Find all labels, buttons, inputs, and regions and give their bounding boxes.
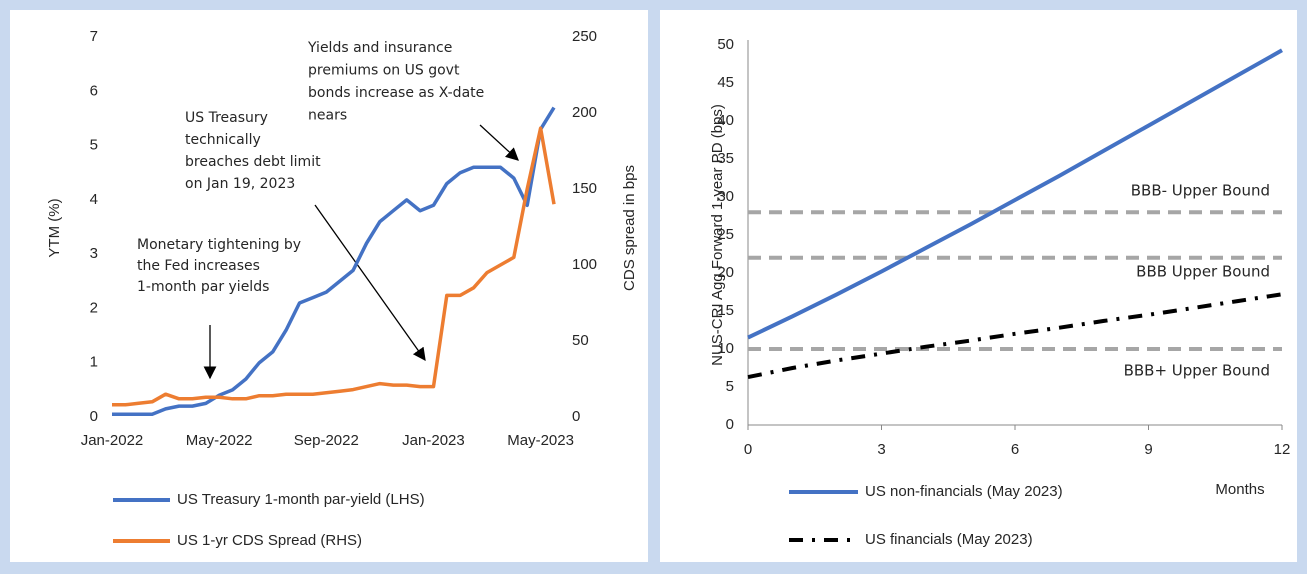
series-line	[747, 292, 1283, 380]
x-tick-label: Jan-2023	[402, 432, 465, 449]
x-tick-label: Jan-2022	[81, 432, 144, 449]
legend-label: US non-financials (May 2023)	[865, 483, 1063, 500]
annotation: bonds increase as X-date	[308, 85, 484, 101]
legend-label: US 1-yr CDS Spread (RHS)	[177, 532, 362, 549]
annotation: US Treasury	[185, 110, 268, 126]
y-tick-label: 2	[90, 299, 98, 316]
annotation: breaches debt limit	[185, 154, 321, 170]
x-tick-label: 0	[744, 441, 752, 458]
x-tick-label: 12	[1274, 441, 1291, 458]
y-tick-label: 45	[717, 74, 734, 91]
annotation: premiums on US govt	[308, 63, 460, 79]
y-tick-label: 25	[717, 226, 734, 243]
annotation: on Jan 19, 2023	[185, 176, 295, 192]
reference-label: BBB+ Upper Bound	[1124, 362, 1270, 380]
y-tick-label: 35	[717, 150, 734, 167]
y-tick-label: 6	[90, 82, 98, 99]
annotation-arrow	[479, 124, 519, 161]
y2-tick-label: 200	[572, 104, 597, 121]
y-tick-label: 10	[717, 340, 734, 357]
x-axis-label: Months	[1215, 481, 1264, 498]
annotation: Yields and insurance	[307, 40, 452, 56]
y2-tick-label: 100	[572, 256, 597, 273]
x-tick-label: May-2022	[186, 432, 253, 449]
right-panel	[660, 10, 1297, 562]
x-tick-label: 9	[1144, 441, 1152, 458]
legend-label: US financials (May 2023)	[865, 531, 1033, 548]
y-tick-label: 30	[717, 188, 734, 205]
y-tick-label: 40	[717, 112, 734, 129]
x-tick-label: 6	[1011, 441, 1019, 458]
annotation: the Fed increases	[137, 258, 260, 274]
y-axis-label: NUS-CRI Agg Forward 1-year PD (bps)	[709, 104, 726, 366]
y-tick-label: 1	[90, 354, 98, 371]
y-tick-label: 50	[717, 36, 734, 53]
x-tick-label: Sep-2022	[294, 432, 359, 449]
reference-label: BBB Upper Bound	[1136, 262, 1270, 280]
y-tick-label: 4	[90, 191, 98, 208]
y-tick-label: 7	[90, 28, 98, 45]
y2-tick-label: 0	[572, 408, 580, 425]
x-tick-label: 3	[877, 441, 885, 458]
annotation: Monetary tightening by	[137, 237, 301, 253]
y-tick-label: 5	[90, 137, 98, 154]
series-line	[112, 106, 556, 417]
y-tick-label: 0	[726, 416, 734, 433]
legend-label: US Treasury 1-month par-yield (LHS)	[177, 491, 425, 508]
annotation: technically	[185, 132, 261, 148]
y-axis-label: YTM (%)	[46, 198, 63, 257]
y2-tick-label: 150	[572, 180, 597, 197]
annotation-arrow	[314, 204, 426, 362]
x-tick-label: May-2023	[507, 432, 574, 449]
series-line	[747, 48, 1283, 340]
y-tick-label: 20	[717, 264, 734, 281]
series-line	[112, 126, 556, 407]
y2-axis-label: CDS spread in bps	[621, 165, 638, 291]
reference-label: BBB- Upper Bound	[1131, 182, 1270, 200]
y-tick-label: 5	[726, 378, 734, 395]
left-panel	[10, 10, 648, 562]
annotation: 1-month par yields	[137, 279, 269, 295]
y-tick-label: 3	[90, 245, 98, 262]
y2-tick-label: 50	[572, 332, 589, 349]
annotation: nears	[308, 108, 347, 124]
y2-tick-label: 250	[572, 28, 597, 45]
y-tick-label: 15	[717, 302, 734, 319]
y-tick-label: 0	[90, 408, 98, 425]
